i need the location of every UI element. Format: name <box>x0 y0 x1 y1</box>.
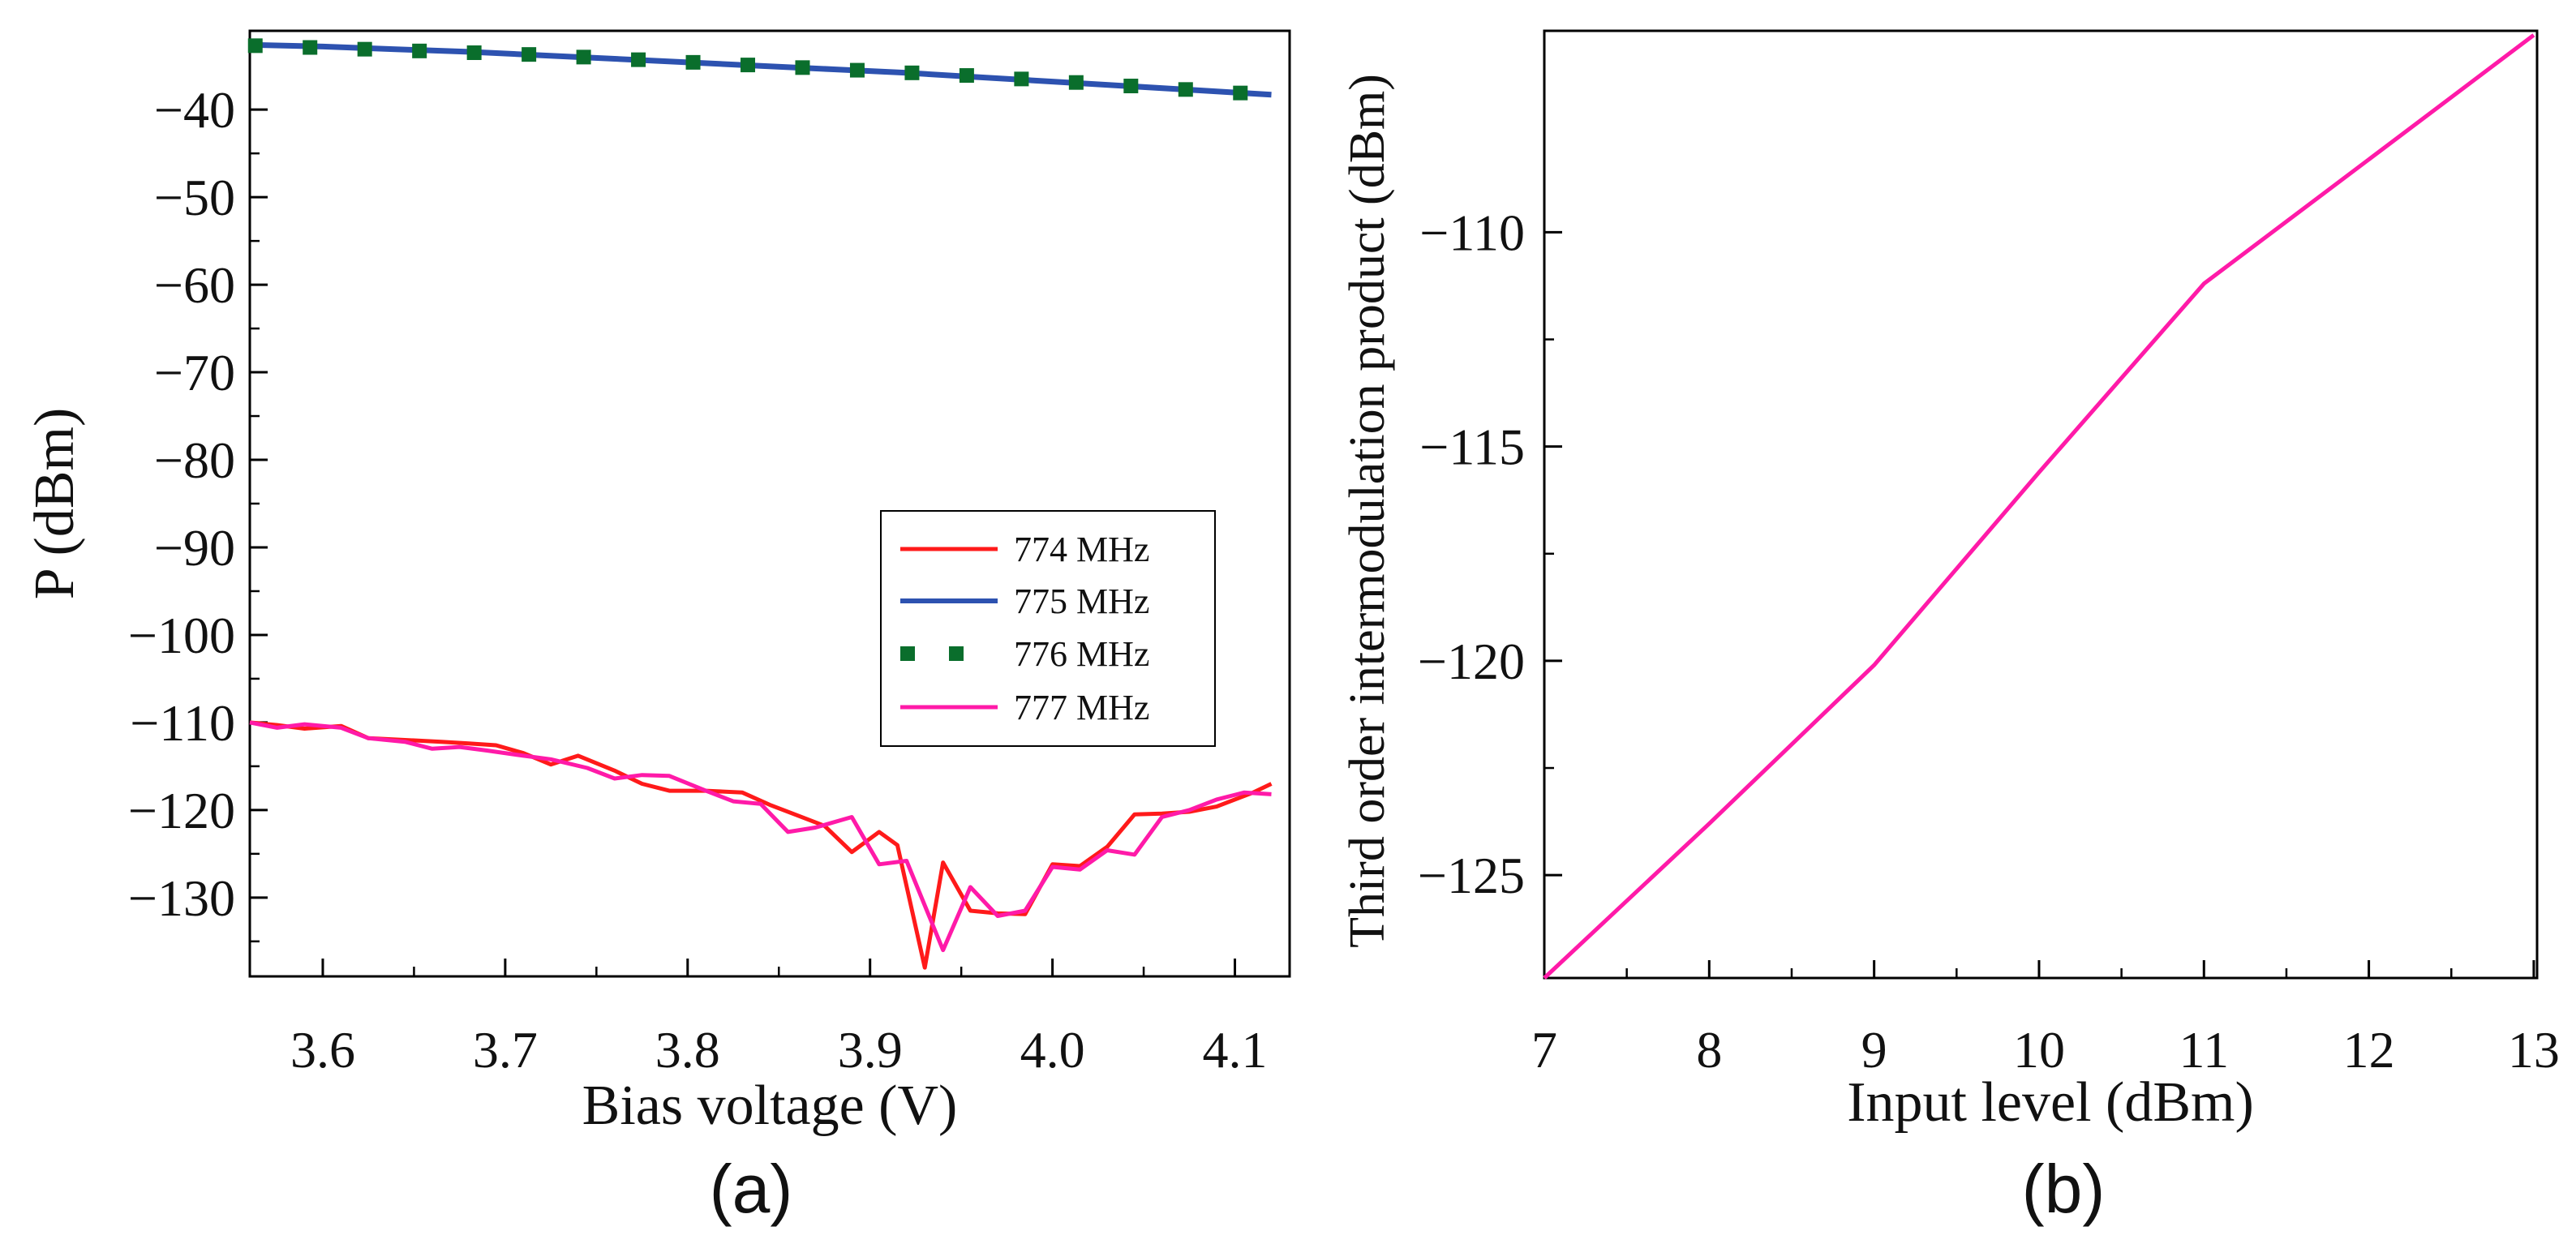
series-point-776-mhz <box>904 65 920 80</box>
panel-a: −40−50−60−70−80−90−100−110−120−130 3.6 3.… <box>24 29 1291 1227</box>
x-tick-label: 8 <box>1696 1021 1722 1079</box>
x-tick-label: 9 <box>1861 1021 1887 1079</box>
x-tick-label: 3.6 <box>290 1021 355 1079</box>
x-tick-label: 3.8 <box>655 1021 720 1079</box>
panel-a-legend: 774 MHz 775 MHz 776 MHz 777 MHz <box>880 510 1216 747</box>
x-tick-label: 4.0 <box>1020 1021 1085 1079</box>
series-point-776-mhz <box>1123 79 1139 94</box>
panel-b-y-axis-title: Third order intermodulation product (dBm… <box>1340 74 1395 948</box>
series-point-776-mhz <box>247 38 263 54</box>
x-tick-label: 11 <box>2179 1021 2229 1079</box>
panel-a-y-ticks: −40 −50 −60 −70 −80 −90 −100 −110 −120 −130 <box>128 81 268 943</box>
y-tick-label: −110 <box>1419 204 1525 261</box>
y-tick-label: −120 <box>1418 633 1525 690</box>
panel-b-x-axis-title: Input level (dBm) <box>1847 1071 2254 1134</box>
x-tick-label: 3.9 <box>838 1021 903 1079</box>
x-tick-label: 12 <box>2343 1021 2395 1079</box>
x-tick-label: 3.7 <box>473 1021 538 1079</box>
series-point-776-mhz <box>303 40 318 55</box>
y-tick-label: −115 <box>1419 418 1525 476</box>
panel-b-series <box>1543 33 2535 980</box>
panel-a-y-axis-title: P (dBm) <box>24 408 86 600</box>
legend-label-775: 775 MHz <box>1014 581 1149 621</box>
y-tick-label: −80 <box>154 431 235 489</box>
series-point-776-mhz <box>466 45 482 60</box>
series-point-776-mhz <box>1178 82 1193 97</box>
y-tick-label: −40 <box>154 81 235 139</box>
series-line-774-mhz <box>249 720 1273 970</box>
series-point-776-mhz <box>741 58 756 73</box>
y-tick-label: −90 <box>154 519 235 577</box>
series-point-776-mhz <box>522 47 537 62</box>
panel-b-x-ticks: 7 8 9 10 11 12 13 <box>1531 960 2560 1079</box>
series-point-776-mhz <box>412 43 427 58</box>
y-tick-label: −125 <box>1418 847 1525 904</box>
series-point-776-mhz <box>1014 71 1029 87</box>
legend-label-777: 777 MHz <box>1014 688 1149 727</box>
y-tick-label: −120 <box>128 782 235 839</box>
x-tick-label: 4.1 <box>1203 1021 1268 1079</box>
series-point-776-mhz <box>795 60 810 75</box>
panel-b: −110 −115 −120 −125 7 8 9 10 11 12 13 Input level… <box>1340 29 2560 1227</box>
panel-a-x-ticks: 3.6 3.7 3.8 3.9 4.0 4.1 <box>290 959 1268 1079</box>
panel-a-label: (a) <box>710 1151 793 1227</box>
series-line-777-mhz <box>249 720 1272 953</box>
y-tick-label: −60 <box>154 256 235 314</box>
y-tick-label: −130 <box>128 869 235 927</box>
x-tick-label: 10 <box>2013 1021 2065 1079</box>
series-point-776-mhz <box>849 62 865 78</box>
legend-label-776: 776 MHz <box>1014 634 1149 674</box>
panel-b-frame <box>1543 29 2539 980</box>
series-point-776-mhz <box>357 41 372 57</box>
x-tick-label: 13 <box>2508 1021 2560 1079</box>
panel-a-x-axis-title: Bias voltage (V) <box>582 1075 958 1137</box>
panel-b-y-ticks: −110 −115 −120 −125 <box>1418 204 1562 904</box>
y-tick-label: −100 <box>128 607 235 664</box>
x-tick-label: 7 <box>1531 1021 1557 1079</box>
y-tick-label: −50 <box>154 169 235 226</box>
series-point-776-mhz <box>576 49 591 65</box>
series-line-775-mhz <box>249 41 1272 98</box>
series-point-776-mhz <box>1233 85 1248 101</box>
series-point-776-mhz <box>1068 75 1084 90</box>
y-tick-label: −70 <box>154 344 235 401</box>
y-tick-label: −110 <box>130 694 235 752</box>
legend-label-774: 774 MHz <box>1014 530 1149 569</box>
series-point-776-mhz <box>685 54 701 70</box>
panel-b-label: (b) <box>2022 1151 2106 1227</box>
series-point-776-mhz <box>959 68 974 84</box>
series-point-776-mhz <box>631 52 646 67</box>
panel-a-frame <box>248 29 1291 978</box>
series-line-imd3 <box>1543 33 2535 980</box>
panel-a-series <box>247 38 1273 970</box>
